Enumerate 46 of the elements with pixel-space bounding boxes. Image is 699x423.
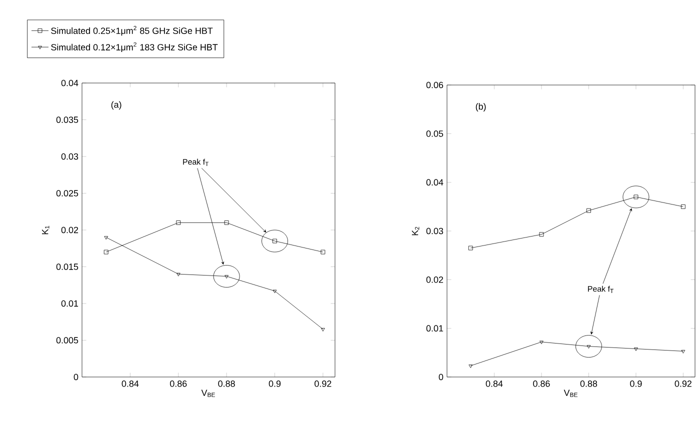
annotation: (a)	[111, 101, 122, 110]
x-tick-label: 0.88	[580, 380, 598, 387]
x-tick-label: 0.9	[630, 380, 642, 387]
y-tick-label: 0.05	[426, 130, 444, 137]
y-tick-label: 0.06	[426, 82, 444, 88]
x-axis-title: V$_{BE}$	[564, 390, 578, 397]
y-tick-label: 0.03	[61, 153, 78, 160]
y-tick-label: 0.03	[426, 228, 444, 234]
y-tick-label: 0.025	[56, 190, 78, 196]
y-tick-label: 0.035	[56, 116, 78, 123]
annotation: (b)	[476, 103, 486, 112]
x-tick-label: 0.9	[268, 380, 281, 387]
x-axis-title: V$_{BE}$	[201, 390, 215, 397]
point	[540, 340, 544, 344]
point	[634, 348, 638, 351]
x-tick-label: 0.86	[533, 380, 550, 387]
point	[272, 290, 277, 294]
y-tick-label: 0.01	[426, 325, 444, 332]
y-axis-title: K$_{1}$	[42, 226, 50, 234]
point	[320, 250, 326, 254]
point	[539, 232, 544, 237]
x-tick-label: 0.84	[122, 380, 139, 387]
point	[176, 272, 180, 276]
y-tick-label: 0.005	[56, 337, 78, 344]
y-tick-label: 0	[438, 374, 444, 380]
y-tick-label: 0.02	[426, 276, 444, 283]
x-tick-label: 0.86	[170, 380, 187, 387]
legend-label: Simulated 0.25×1μm$^{2}$ 85 GHz SiGe HBT	[51, 26, 213, 36]
point	[586, 208, 591, 213]
x-tick-label: 0.84	[486, 380, 503, 387]
x-tick-label: 0.92	[314, 380, 332, 387]
point	[104, 250, 108, 254]
y-tick-label: 0.02	[61, 226, 78, 234]
legend-label: Simulated 0.12×1μm$^{2}$ 183 GHz SiGe HBT	[51, 42, 218, 52]
y-axis-title: K$_{2}$	[412, 226, 420, 236]
x-tick-label: 0.92	[674, 380, 692, 387]
point	[681, 204, 686, 209]
point	[468, 246, 473, 250]
y-tick-label: 0.04	[426, 179, 444, 186]
y-tick-label: 0.01	[61, 300, 78, 307]
point	[224, 220, 229, 225]
y-tick-label: 0.015	[56, 264, 78, 270]
y-tick-label: 0.04	[61, 80, 78, 86]
y-tick-label: 0	[74, 374, 78, 380]
x-tick-label: 0.88	[218, 380, 235, 387]
point	[176, 220, 181, 225]
